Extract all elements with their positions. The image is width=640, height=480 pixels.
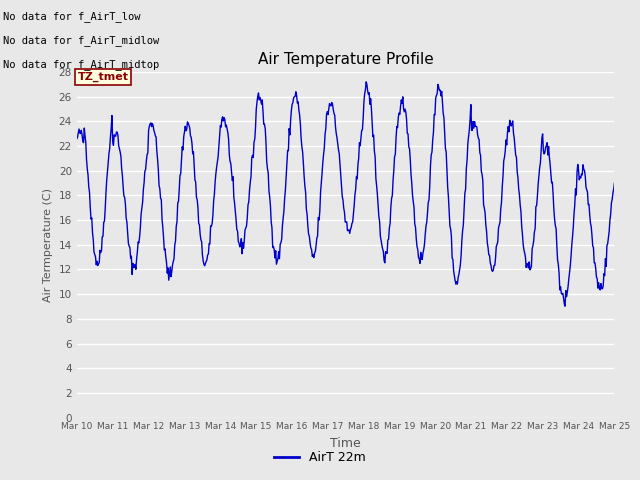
Y-axis label: Air Termperature (C): Air Termperature (C) [43,188,53,302]
Text: No data for f_AirT_midlow: No data for f_AirT_midlow [3,35,159,46]
Title: Air Temperature Profile: Air Temperature Profile [258,52,433,67]
Text: No data for f_AirT_low: No data for f_AirT_low [3,11,141,22]
Text: TZ_tmet: TZ_tmet [77,72,129,82]
X-axis label: Time: Time [330,437,361,450]
Legend: AirT 22m: AirT 22m [269,446,371,469]
Text: No data for f_AirT_midtop: No data for f_AirT_midtop [3,59,159,70]
